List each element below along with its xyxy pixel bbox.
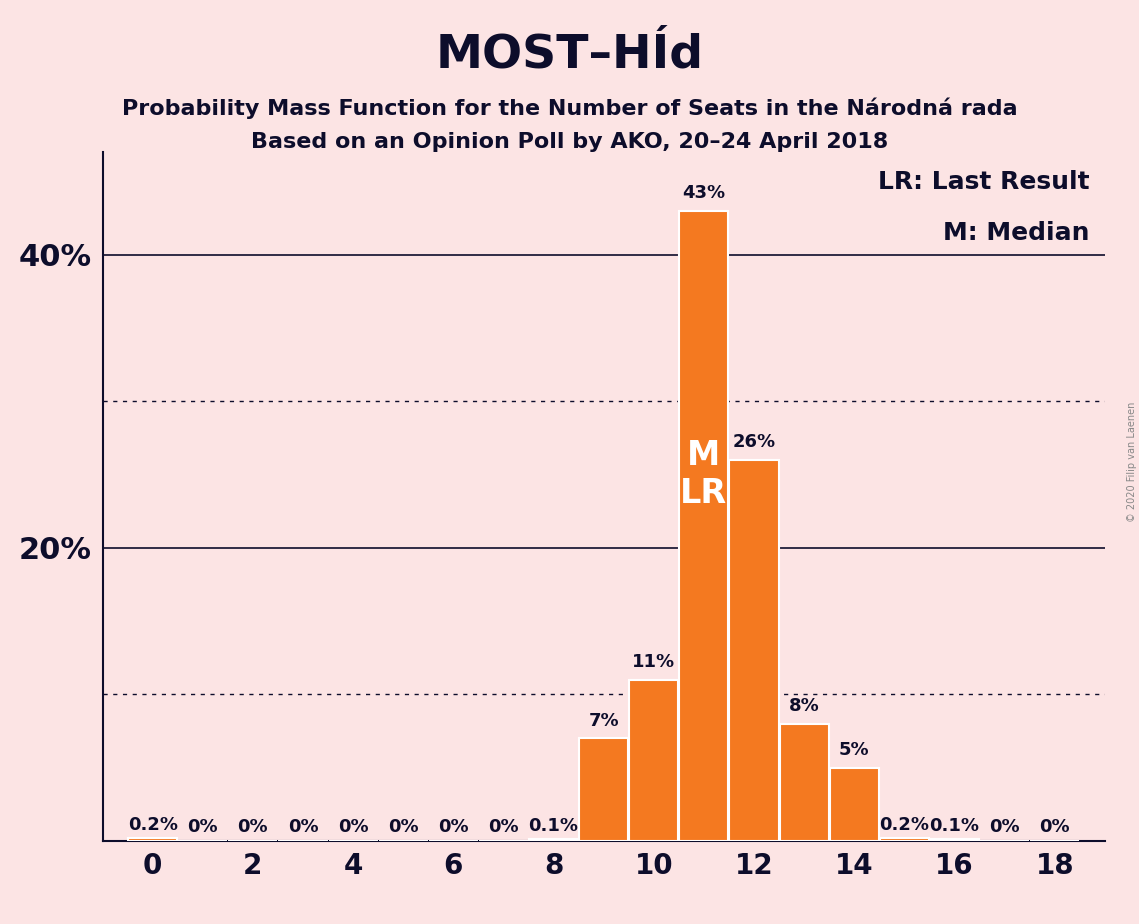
Text: Probability Mass Function for the Number of Seats in the Národná rada: Probability Mass Function for the Number… [122, 97, 1017, 118]
Text: 43%: 43% [682, 184, 726, 202]
Text: 0%: 0% [489, 819, 518, 836]
Text: 26%: 26% [732, 433, 776, 451]
Text: 0%: 0% [288, 819, 318, 836]
Bar [729, 460, 779, 841]
Text: © 2020 Filip van Laenen: © 2020 Filip van Laenen [1126, 402, 1137, 522]
Text: 0%: 0% [238, 819, 268, 836]
Text: 8%: 8% [789, 697, 819, 715]
Text: 0%: 0% [439, 819, 468, 836]
Bar [128, 838, 178, 841]
Bar [779, 723, 829, 841]
Bar [679, 211, 729, 841]
Bar [879, 838, 929, 841]
Bar [528, 839, 579, 841]
Text: 0%: 0% [338, 819, 368, 836]
Text: 0.1%: 0.1% [929, 817, 980, 835]
Text: 0%: 0% [1040, 819, 1070, 836]
Bar [929, 839, 980, 841]
Text: M: Median: M: Median [943, 222, 1090, 245]
Bar [829, 768, 879, 841]
Text: 0%: 0% [188, 819, 218, 836]
Text: 0.1%: 0.1% [528, 817, 579, 835]
Text: 5%: 5% [839, 741, 869, 759]
Text: MOST–HÍd: MOST–HÍd [435, 32, 704, 78]
Bar [629, 680, 679, 841]
Text: 11%: 11% [632, 653, 675, 671]
Text: Based on an Opinion Poll by AKO, 20–24 April 2018: Based on an Opinion Poll by AKO, 20–24 A… [251, 132, 888, 152]
Text: 0.2%: 0.2% [879, 816, 929, 833]
Text: LR: Last Result: LR: Last Result [878, 170, 1090, 194]
Bar [579, 738, 629, 841]
Text: 0%: 0% [388, 819, 418, 836]
Text: 0.2%: 0.2% [128, 816, 178, 833]
Text: 7%: 7% [589, 711, 618, 730]
Text: 0%: 0% [990, 819, 1019, 836]
Text: M
LR: M LR [680, 439, 728, 510]
